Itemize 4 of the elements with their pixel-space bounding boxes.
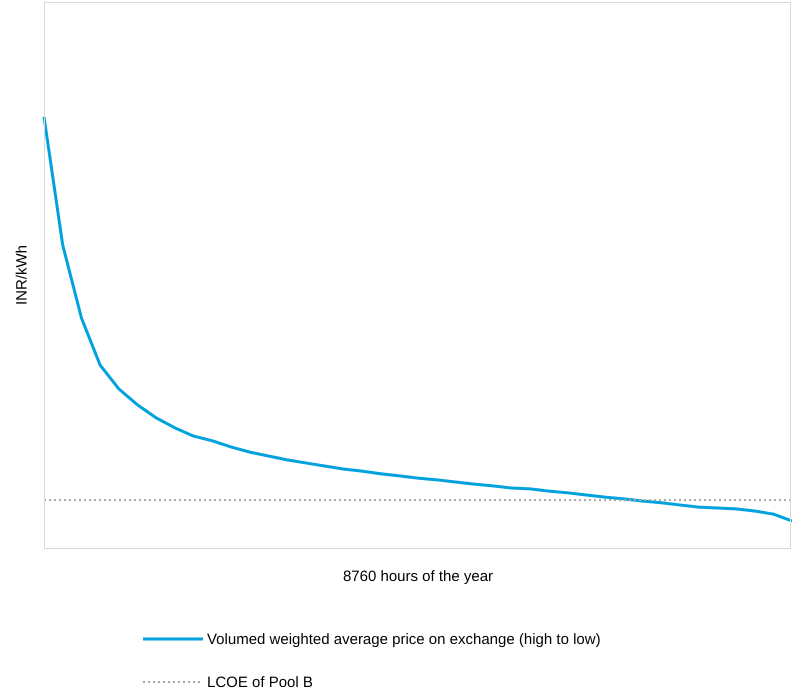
- legend-label: LCOE of Pool B: [207, 674, 313, 690]
- x-axis-title: 8760 hours of the year: [342, 568, 494, 585]
- legend-label: Volumed weighted average price on exchange (high to low): [207, 630, 601, 648]
- y-axis-title: INR/kWh: [14, 245, 30, 305]
